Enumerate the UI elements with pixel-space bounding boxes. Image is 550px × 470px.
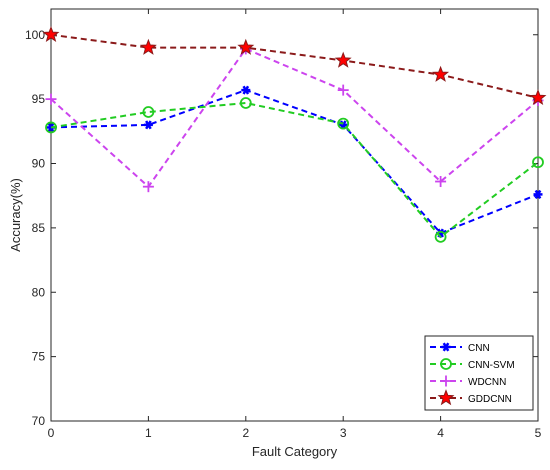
y-tick-label: 80 bbox=[32, 285, 46, 299]
y-tick-label: 100 bbox=[25, 28, 45, 42]
x-axis: 0 1 2 3 4 5 bbox=[48, 9, 542, 440]
data-point-cnn-svm bbox=[45, 121, 57, 134]
data-point-cnn-svm bbox=[532, 156, 544, 169]
x-tick-label: 1 bbox=[145, 426, 152, 440]
data-point-gddcnn bbox=[334, 51, 352, 68]
x-tick-label: 5 bbox=[535, 426, 542, 440]
series-cnn-svm bbox=[45, 97, 544, 243]
series-cnn bbox=[46, 85, 543, 238]
series-line-gddcnn bbox=[50, 33, 539, 99]
legend-label: WDCNN bbox=[468, 377, 506, 388]
y-axis-title: Accuracy(%) bbox=[8, 178, 23, 252]
data-point-wdcnn bbox=[142, 181, 154, 193]
y-tick-label: 85 bbox=[32, 221, 46, 235]
legend-item-cnn-svm: CNN-SVM bbox=[430, 358, 515, 371]
x-tick-label: 4 bbox=[437, 426, 444, 440]
series-layer bbox=[42, 25, 547, 243]
y-tick-label: 75 bbox=[32, 350, 46, 364]
legend-label: GDDCNN bbox=[468, 394, 512, 405]
data-point-wdcnn bbox=[45, 93, 57, 105]
data-point-cnn bbox=[143, 120, 153, 130]
data-point-cnn-svm bbox=[142, 106, 155, 118]
data-point-cnn bbox=[533, 189, 543, 199]
legend-marker-wdcnn bbox=[440, 375, 452, 387]
series-gddcnn bbox=[42, 25, 547, 106]
data-point-cnn-svm bbox=[239, 97, 252, 109]
x-tick-label: 2 bbox=[242, 426, 249, 440]
data-point-gddcnn bbox=[529, 88, 547, 106]
data-point-cnn-svm bbox=[434, 230, 447, 243]
y-tick-label: 70 bbox=[32, 414, 46, 428]
legend-marker-cnn-svm bbox=[440, 358, 452, 370]
x-tick-label: 3 bbox=[340, 426, 347, 440]
legend: CNN CNN-SVM WDCNN GDDCNN bbox=[424, 335, 534, 411]
legend-item-gddcnn: GDDCNN bbox=[430, 389, 512, 406]
data-point-wdcnn bbox=[435, 176, 447, 188]
series-line-cnn-svm bbox=[50, 101, 539, 239]
series-line-wdcnn bbox=[50, 47, 539, 189]
data-point-cnn-svm bbox=[337, 117, 350, 130]
series-line-cnn bbox=[50, 89, 539, 235]
legend-label: CNN-SVM bbox=[468, 360, 515, 371]
data-point-gddcnn bbox=[432, 65, 450, 82]
data-point-gddcnn bbox=[42, 25, 60, 42]
data-point-gddcnn bbox=[139, 38, 157, 55]
y-tick-label: 90 bbox=[32, 157, 46, 171]
data-point-cnn bbox=[241, 85, 251, 95]
data-point-gddcnn bbox=[237, 38, 255, 55]
legend-label: CNN bbox=[468, 343, 490, 354]
y-tick-label: 95 bbox=[32, 92, 46, 106]
legend-item-cnn: CNN bbox=[430, 342, 490, 354]
data-point-wdcnn bbox=[337, 84, 349, 96]
legend-marker-cnn bbox=[441, 342, 451, 352]
x-tick-label: 0 bbox=[48, 426, 55, 440]
legend-item-wdcnn: WDCNN bbox=[430, 375, 506, 388]
x-axis-title: Fault Category bbox=[252, 444, 338, 459]
legend-marker-gddcnn bbox=[437, 389, 455, 406]
